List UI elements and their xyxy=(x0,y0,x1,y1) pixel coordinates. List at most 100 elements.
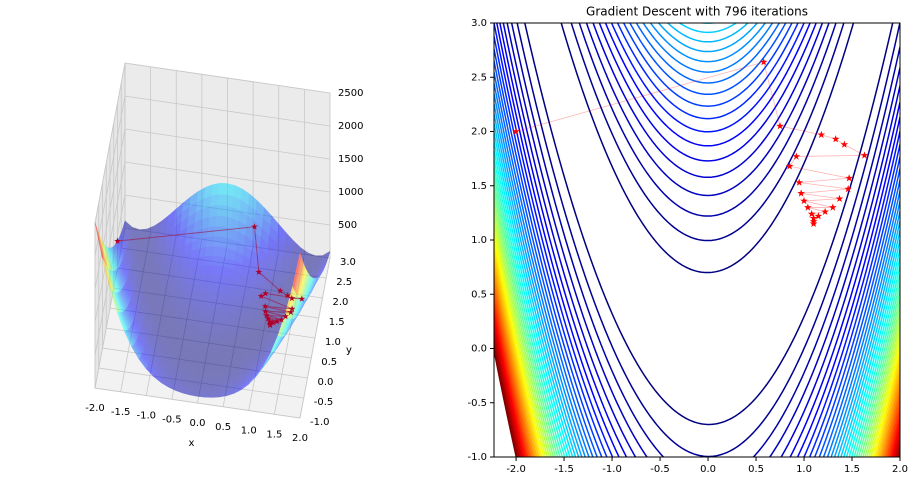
surface-facet xyxy=(195,322,205,331)
x-axis-label: x xyxy=(189,438,195,449)
surface-facet xyxy=(168,308,178,317)
y-tick-label: 1.0 xyxy=(471,235,487,246)
contour-line xyxy=(499,23,900,457)
descent-point xyxy=(759,58,768,66)
surface-facet xyxy=(142,246,152,255)
surface-facet xyxy=(184,341,194,350)
descent-point xyxy=(795,178,804,186)
surface-facet xyxy=(211,255,221,267)
surface-facet xyxy=(204,392,214,398)
surface-facet xyxy=(208,282,218,293)
surface-facet xyxy=(251,346,261,352)
surface-facet xyxy=(207,379,217,386)
surface-facet xyxy=(190,307,200,316)
y-tick-label: 1.0 xyxy=(325,337,341,348)
x-tick-label: 1.0 xyxy=(241,426,257,437)
x-tick-label: 2.0 xyxy=(892,464,908,475)
x-tick-label: -2.0 xyxy=(506,464,526,475)
contour-line xyxy=(506,23,900,457)
contour-line xyxy=(616,23,799,120)
surface-facet xyxy=(199,291,209,301)
y-tick-label: 2.5 xyxy=(471,72,487,83)
surface-facet xyxy=(181,315,191,323)
contour-line xyxy=(502,23,900,457)
descent-point xyxy=(814,212,823,220)
y-tick-label: 2.0 xyxy=(333,297,349,308)
descent-point-3d xyxy=(262,289,269,297)
x-tick-label: 0.0 xyxy=(190,418,206,429)
descent-point xyxy=(844,185,852,193)
y-tick-label: 2.5 xyxy=(336,277,352,288)
descent-point xyxy=(792,152,801,160)
surface-facet xyxy=(227,354,237,362)
contour-line xyxy=(635,23,781,84)
descent-point xyxy=(804,203,812,211)
surface-facet xyxy=(212,389,222,394)
descent-point xyxy=(840,140,849,148)
contour-line xyxy=(578,23,837,217)
descent-point xyxy=(821,207,829,216)
grid-line xyxy=(124,161,331,193)
surface-facet xyxy=(205,246,215,257)
surface-facet xyxy=(209,205,219,218)
surface-facet xyxy=(138,228,148,236)
surface-facet xyxy=(200,282,210,292)
y-tick-label: -1.0 xyxy=(467,452,487,463)
surface-facet xyxy=(194,329,204,338)
surface-facet xyxy=(196,314,206,324)
surface-facet xyxy=(192,291,202,301)
surface-facet xyxy=(214,226,224,238)
surface-facet xyxy=(146,265,156,273)
surface-facet xyxy=(187,329,197,337)
grid-line xyxy=(124,62,331,94)
surface-facet xyxy=(213,300,223,311)
surface-facet xyxy=(225,194,235,208)
surface-facet xyxy=(166,321,176,329)
surface-facet xyxy=(209,274,219,285)
grid-line xyxy=(94,128,126,290)
surface-facet xyxy=(221,226,231,240)
contour-line xyxy=(494,132,900,457)
surface-facet xyxy=(252,340,262,347)
contour-line xyxy=(524,23,894,426)
descent-point-3d xyxy=(288,294,296,302)
surface-facet xyxy=(202,322,212,332)
z-tick-label: 1000 xyxy=(338,187,363,198)
y-axis-label: y xyxy=(346,345,352,356)
surface-facet xyxy=(216,205,226,217)
descent-point-3d xyxy=(282,312,289,320)
descent-point xyxy=(800,196,808,205)
contour-line xyxy=(494,141,900,457)
x-tick-label: -1.5 xyxy=(554,464,574,475)
descent-point-3d xyxy=(255,268,263,275)
contour-line xyxy=(666,23,749,43)
descent-point-3d xyxy=(298,295,306,302)
surface-facet xyxy=(197,392,207,398)
x-tick-label: 1.5 xyxy=(844,464,860,475)
surface-facet xyxy=(155,296,165,304)
descent-point xyxy=(807,209,816,218)
descent-point-3d xyxy=(257,292,265,299)
descent-point-3d xyxy=(266,321,274,329)
contour-line xyxy=(494,166,900,457)
contour-line xyxy=(516,23,900,457)
surface-facet xyxy=(245,339,255,347)
surface-facet xyxy=(202,265,212,275)
surface-facet xyxy=(208,215,218,228)
surface-facet xyxy=(215,215,225,228)
grid-line xyxy=(94,161,126,323)
surface-facet xyxy=(193,282,203,293)
descent-point-3d xyxy=(266,317,273,325)
y-tick-label: 3.0 xyxy=(471,18,487,29)
descent-point xyxy=(829,203,837,211)
surface-facet xyxy=(224,205,233,219)
surface-facet xyxy=(217,194,227,207)
contour-line xyxy=(494,36,900,457)
surface-facet xyxy=(210,265,220,276)
surface-facet xyxy=(210,194,220,207)
x-tick-label: 2.0 xyxy=(292,433,308,444)
surface-facet xyxy=(192,342,202,351)
surface-facet xyxy=(201,274,211,284)
surface-facet xyxy=(151,277,161,285)
surface-facet xyxy=(212,246,222,257)
